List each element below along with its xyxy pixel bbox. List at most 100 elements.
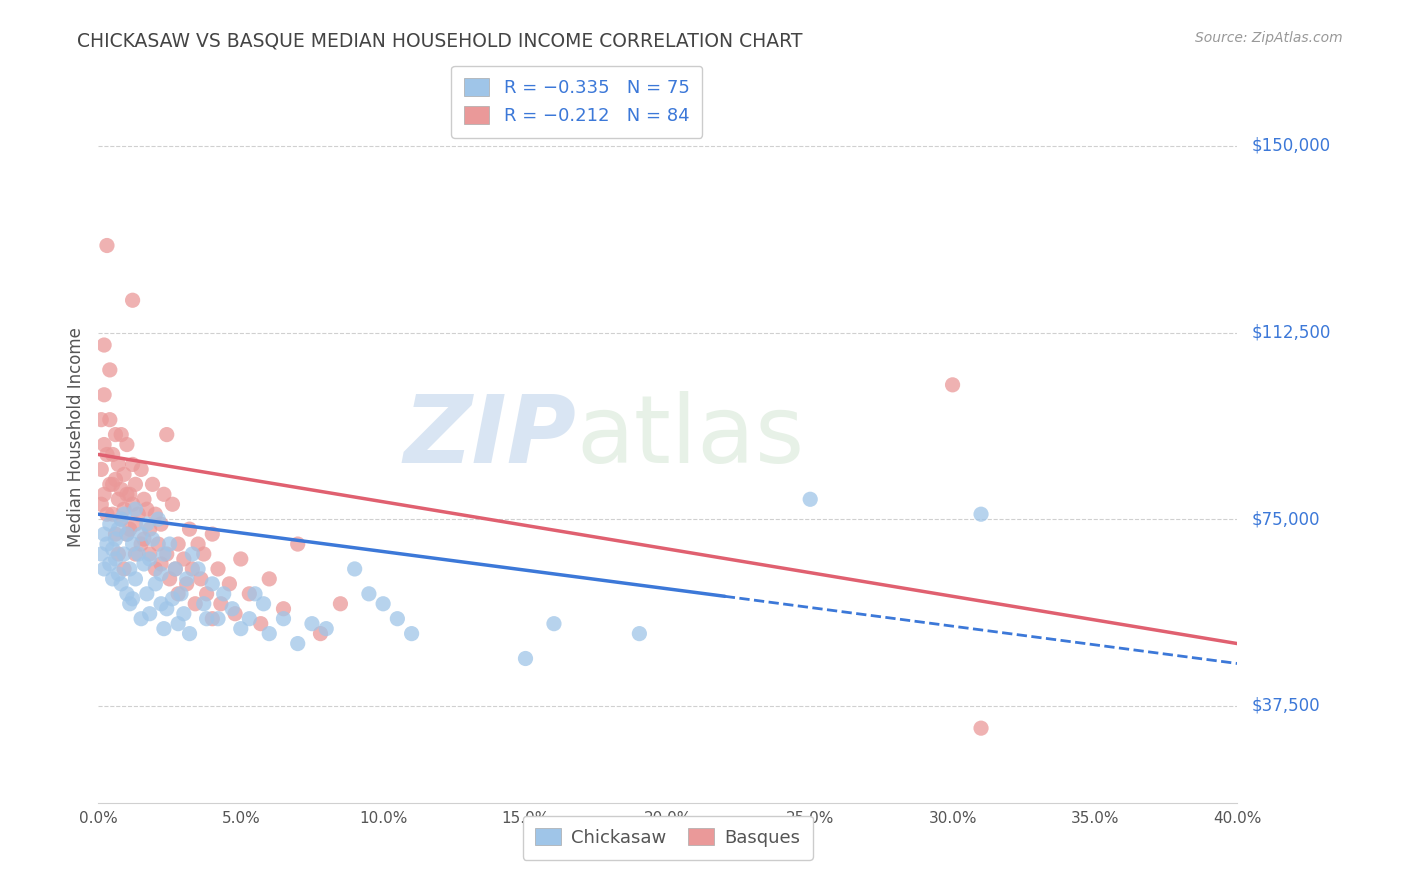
- Point: [156, 547, 179, 561]
- Point: [238, 612, 260, 626]
- Point: [98, 477, 121, 491]
- Point: [162, 497, 184, 511]
- Point: [124, 502, 146, 516]
- Point: [112, 562, 135, 576]
- Point: [153, 487, 176, 501]
- Point: [90, 412, 112, 426]
- Point: [229, 622, 252, 636]
- Point: [165, 562, 187, 576]
- Point: [98, 363, 121, 377]
- Point: [309, 626, 332, 640]
- Point: [115, 527, 138, 541]
- Point: [153, 547, 176, 561]
- Point: [252, 597, 274, 611]
- Point: [148, 512, 170, 526]
- Point: [315, 622, 337, 636]
- Point: [179, 522, 201, 536]
- Point: [96, 448, 118, 462]
- Point: [145, 577, 167, 591]
- Point: [115, 587, 138, 601]
- Point: [135, 502, 157, 516]
- Point: [101, 542, 124, 557]
- Point: [129, 527, 152, 541]
- Point: [129, 537, 152, 551]
- Point: [107, 522, 129, 536]
- Point: [195, 587, 218, 601]
- Point: [138, 547, 160, 561]
- Point: [145, 562, 167, 576]
- Point: [357, 587, 380, 601]
- Point: [115, 487, 138, 501]
- Point: [515, 651, 537, 665]
- Point: [124, 547, 146, 561]
- Point: [287, 636, 309, 650]
- Point: [179, 626, 201, 640]
- Point: [112, 502, 135, 516]
- Point: [124, 477, 146, 491]
- Point: [167, 537, 190, 551]
- Point: [141, 477, 163, 491]
- Point: [156, 601, 179, 615]
- Point: [141, 532, 163, 546]
- Point: [138, 522, 160, 536]
- Point: [150, 557, 173, 571]
- Point: [93, 527, 115, 541]
- Point: [543, 616, 565, 631]
- Point: [112, 467, 135, 482]
- Point: [193, 597, 215, 611]
- Point: [193, 547, 215, 561]
- Text: $112,500: $112,500: [1251, 324, 1330, 342]
- Point: [90, 462, 112, 476]
- Text: ZIP: ZIP: [404, 391, 576, 483]
- Point: [229, 552, 252, 566]
- Point: [167, 616, 190, 631]
- Point: [129, 612, 152, 626]
- Point: [343, 562, 366, 576]
- Point: [107, 547, 129, 561]
- Point: [129, 462, 152, 476]
- Point: [273, 601, 295, 615]
- Point: [150, 597, 173, 611]
- Point: [170, 587, 193, 601]
- Point: [218, 577, 240, 591]
- Point: [138, 552, 160, 566]
- Point: [121, 537, 143, 551]
- Point: [159, 572, 181, 586]
- Point: [112, 547, 135, 561]
- Point: [96, 238, 118, 252]
- Point: [387, 612, 409, 626]
- Point: [153, 622, 176, 636]
- Point: [98, 412, 121, 426]
- Point: [107, 566, 129, 581]
- Point: [176, 577, 198, 591]
- Point: [121, 591, 143, 606]
- Point: [165, 562, 187, 576]
- Point: [118, 522, 141, 536]
- Point: [970, 507, 993, 521]
- Point: [207, 612, 229, 626]
- Point: [156, 427, 179, 442]
- Point: [181, 547, 204, 561]
- Point: [115, 437, 138, 451]
- Point: [207, 562, 229, 576]
- Point: [799, 492, 821, 507]
- Point: [118, 562, 141, 576]
- Point: [190, 572, 212, 586]
- Point: [110, 427, 132, 442]
- Point: [118, 597, 141, 611]
- Point: [93, 562, 115, 576]
- Point: [90, 547, 112, 561]
- Point: [195, 612, 218, 626]
- Point: [159, 537, 181, 551]
- Point: [118, 487, 141, 501]
- Point: [224, 607, 246, 621]
- Text: $75,000: $75,000: [1251, 510, 1320, 528]
- Point: [124, 572, 146, 586]
- Point: [112, 507, 135, 521]
- Point: [181, 562, 204, 576]
- Point: [98, 517, 121, 532]
- Point: [132, 532, 155, 546]
- Point: [187, 537, 209, 551]
- Point: [110, 512, 132, 526]
- Point: [301, 616, 323, 631]
